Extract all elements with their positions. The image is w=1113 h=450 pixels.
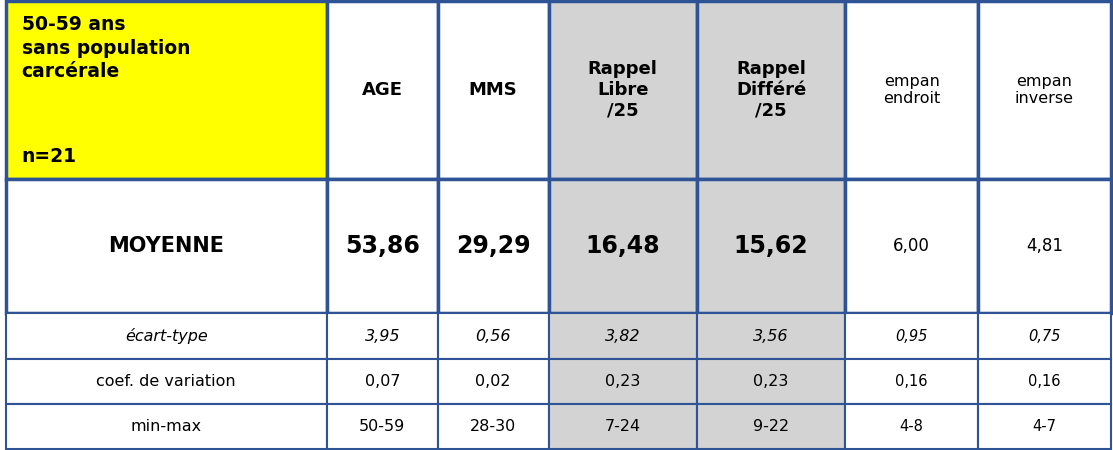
Bar [978,404,1111,449]
Text: 9-22: 9-22 [754,419,789,434]
Text: 0,56: 0,56 [475,328,511,343]
Text: 3,56: 3,56 [754,328,789,343]
Text: MOYENNE: MOYENNE [108,236,224,256]
Text: 4,81: 4,81 [1026,237,1063,255]
Bar [845,404,978,449]
Bar [437,359,549,404]
Text: Rappel
Différé
/25: Rappel Différé /25 [736,60,806,120]
Bar [327,179,437,314]
Bar [549,1,697,179]
Bar [327,314,437,359]
Text: 0,23: 0,23 [605,374,640,389]
Bar [845,1,978,179]
Text: 0,16: 0,16 [1028,374,1061,389]
Text: 0,16: 0,16 [896,374,928,389]
Bar [437,179,549,314]
Bar [549,179,697,314]
Bar [978,1,1111,179]
Bar [697,404,845,449]
Bar [549,314,697,359]
Text: 50-59 ans
sans population
carcérale: 50-59 ans sans population carcérale [21,15,190,81]
Bar [327,359,437,404]
Text: AGE: AGE [362,81,403,99]
Bar [6,1,327,179]
Bar [697,1,845,179]
Text: min-max: min-max [130,419,201,434]
Text: 0,95: 0,95 [896,328,928,343]
Bar [6,314,327,359]
Bar [978,314,1111,359]
Text: 53,86: 53,86 [345,234,420,258]
Text: 4-8: 4-8 [899,419,924,434]
Text: 3,82: 3,82 [605,328,640,343]
Text: 50-59: 50-59 [359,419,405,434]
Text: 28-30: 28-30 [470,419,516,434]
Text: 0,02: 0,02 [475,374,511,389]
Text: 16,48: 16,48 [585,234,660,258]
Text: 29,29: 29,29 [456,234,531,258]
Bar [978,179,1111,314]
Bar [845,314,978,359]
Bar [845,359,978,404]
Bar [437,404,549,449]
Text: 4-7: 4-7 [1033,419,1056,434]
Text: Rappel
Libre
/25: Rappel Libre /25 [588,60,658,120]
Bar [549,359,697,404]
Text: empan
inverse: empan inverse [1015,74,1074,106]
Text: MMS: MMS [469,81,518,99]
Bar [697,179,845,314]
Bar [437,314,549,359]
Bar [697,359,845,404]
Bar [327,1,437,179]
Text: coef. de variation: coef. de variation [97,374,236,389]
Text: 15,62: 15,62 [733,234,808,258]
Text: écart-type: écart-type [125,328,208,344]
Bar [549,404,697,449]
Bar [845,179,978,314]
Text: 0,75: 0,75 [1028,328,1061,343]
Text: 7-24: 7-24 [604,419,641,434]
Bar [6,179,327,314]
Text: 0,07: 0,07 [365,374,400,389]
Bar [327,404,437,449]
Text: n=21: n=21 [21,147,77,166]
Bar [978,359,1111,404]
Bar [697,314,845,359]
Bar [6,359,327,404]
Text: 0,23: 0,23 [754,374,789,389]
Bar [437,1,549,179]
Text: 3,95: 3,95 [365,328,400,343]
Bar [6,404,327,449]
Text: empan
endroit: empan endroit [883,74,940,106]
Text: 6,00: 6,00 [894,237,930,255]
